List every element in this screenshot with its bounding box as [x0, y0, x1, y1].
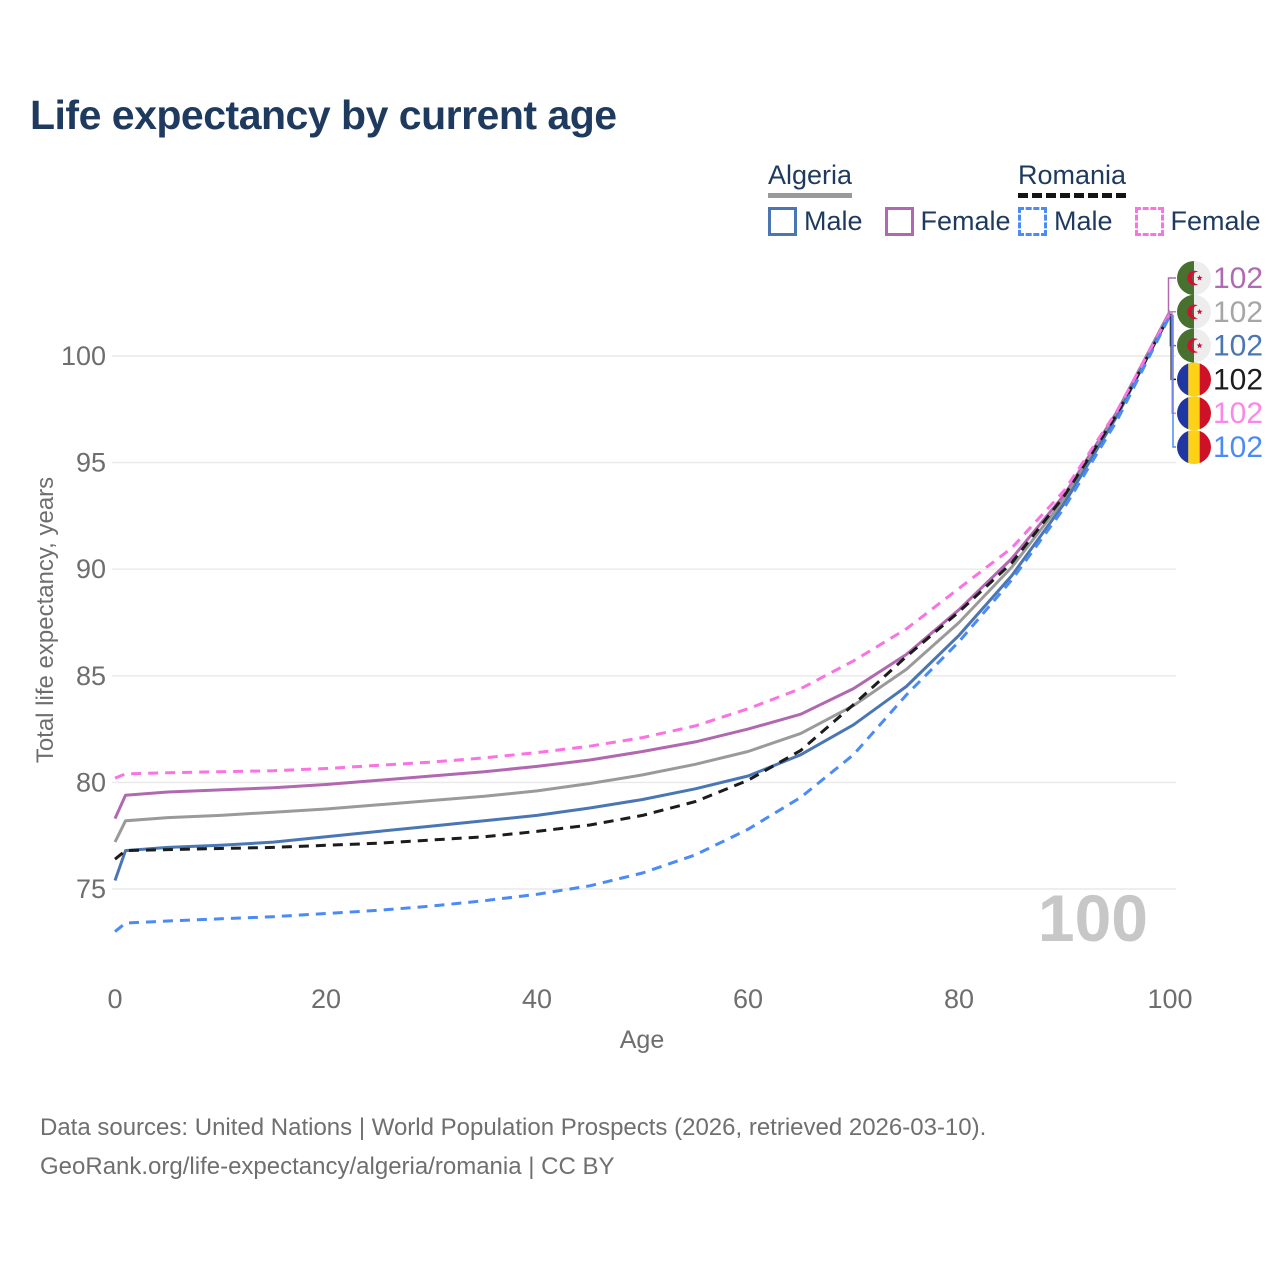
end-value-label-algeria-female: 102: [1213, 262, 1263, 295]
end-value-label-romania-male: 102: [1213, 431, 1263, 464]
legend-label: Male: [1054, 206, 1113, 236]
footer-attribution: GeoRank.org/life-expectancy/algeria/roma…: [40, 1153, 615, 1180]
algeria-flag-icon: [1177, 294, 1211, 329]
legend-item-algeria-female[interactable]: Female: [884, 206, 1011, 237]
legend-item-romania-female[interactable]: Female: [1134, 206, 1261, 237]
footer-data-sources: Data sources: United Nations | World Pop…: [40, 1114, 987, 1141]
leader-line-romania-male: [1170, 314, 1176, 448]
algeria-flag-icon: [1177, 261, 1211, 295]
legend-swatch-romania-male: [1018, 207, 1047, 236]
series-line-romania-both-sexes[interactable]: [114, 313, 1172, 861]
romania-flag-icon: [1177, 430, 1211, 464]
series-line-algeria-male[interactable]: [113, 312, 1172, 881]
series-line-algeria-female[interactable]: [113, 310, 1172, 820]
legend-label: Female: [920, 206, 1011, 236]
x-tick-label-0: 0: [107, 984, 122, 1014]
y-tick-label-75: 75: [76, 874, 106, 904]
legend-item-algeria-male[interactable]: Male: [768, 206, 863, 237]
x-tick-label-80: 80: [944, 984, 974, 1014]
y-tick-label-80: 80: [76, 767, 106, 797]
end-value-label-romania-both-sexes: 102: [1213, 363, 1263, 396]
y-tick-label-90: 90: [76, 554, 106, 584]
leader-line-romania-female: [1170, 312, 1176, 414]
legend-swatch-algeria-female: [884, 207, 914, 236]
chart-footer: Data sources: United Nations | World Pop…: [40, 1108, 986, 1186]
legend-group-algeria: Algeria Male Female: [768, 160, 1033, 237]
legend-label: Female: [1170, 206, 1261, 236]
legend-swatch-algeria-male: [768, 207, 797, 236]
legend-group-romania: Romania Male Female: [1018, 160, 1280, 237]
legend-country-algeria: Algeria: [768, 160, 853, 198]
algeria-flag-icon: [1177, 328, 1211, 363]
page-title: Life expectancy by current age: [30, 92, 617, 138]
legend-items-algeria: Male Female: [768, 206, 1033, 237]
y-tick-label-85: 85: [76, 661, 106, 691]
end-value-label-algeria-both-sexes: 102: [1213, 296, 1263, 329]
x-tick-label-60: 60: [733, 984, 763, 1014]
end-value-label-algeria-male: 102: [1213, 330, 1263, 363]
romania-flag-icon: [1177, 362, 1211, 397]
x-tick-label-20: 20: [311, 984, 341, 1014]
y-axis-title: Total life expectancy, years: [32, 476, 59, 764]
legend-country-romania: Romania: [1018, 160, 1127, 198]
legend-label: Male: [804, 206, 863, 236]
y-tick-label-95: 95: [76, 448, 106, 478]
end-value-label-romania-female: 102: [1213, 397, 1263, 430]
leader-line-algeria-female: [1167, 277, 1176, 312]
legend-items-romania: Male Female: [1018, 206, 1280, 237]
legend-swatch-romania-female: [1134, 207, 1164, 236]
romania-flag-icon: [1177, 396, 1211, 431]
legend-item-romania-male[interactable]: Male: [1018, 206, 1113, 237]
x-tick-label-100: 100: [1147, 984, 1192, 1014]
series-line-algeria-both-sexes[interactable]: [113, 311, 1172, 843]
series-line-romania-female[interactable]: [114, 312, 1172, 780]
x-tick-label-40: 40: [522, 984, 552, 1014]
y-tick-label-100: 100: [61, 341, 106, 371]
series-line-romania-male[interactable]: [114, 314, 1172, 933]
x-axis-title: Age: [619, 1026, 665, 1054]
age-counter-watermark: 100: [1037, 881, 1148, 955]
